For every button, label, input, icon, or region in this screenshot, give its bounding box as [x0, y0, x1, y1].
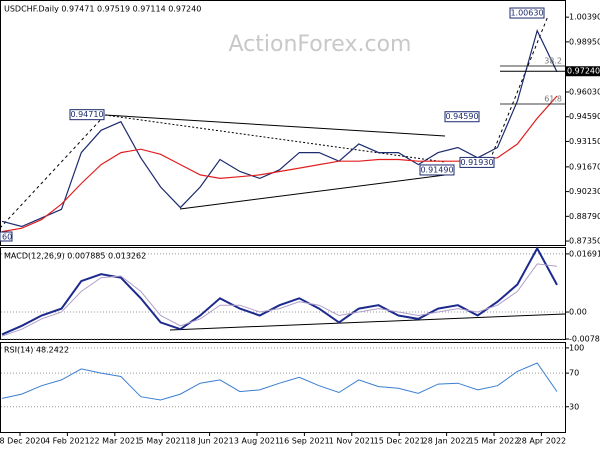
price-annotation-box [444, 111, 480, 123]
price-annotation: 0.94710 [70, 110, 103, 119]
series-line [1, 362, 558, 401]
price-annotation: 0.94590 [445, 112, 478, 121]
y-tick-label: 30 [569, 402, 579, 411]
y-tick-label: 0.94590 [569, 112, 600, 121]
x-tick-label: 18 Jun 2021 [186, 437, 234, 446]
y-tick-label: 0.96030 [569, 88, 600, 97]
trendline [104, 114, 446, 137]
y-tick-label: 0.016914 [569, 249, 600, 258]
x-tick-label: 15 Mar 2022 [469, 437, 520, 446]
series-line [1, 263, 558, 337]
x-tick-label: 15 Dec 2021 [374, 437, 425, 446]
price-annotation: 1.00630 [510, 9, 543, 18]
price-annotation-box [419, 164, 455, 176]
y-tick-label: 0.93150 [569, 137, 600, 146]
y-tick-label: 0.91670 [569, 162, 600, 171]
trendline [179, 174, 446, 210]
x-tick-label: 28 Apr 2022 [517, 437, 566, 446]
edge-box [0, 231, 13, 242]
macd-trendline [169, 313, 566, 331]
panel-title: MACD(12,26,9) 0.007885 0.013262 [4, 252, 146, 261]
x-tick-label: 28 Jan 2022 [423, 437, 471, 446]
x-tick-label: 5 May 2021 [139, 437, 186, 446]
macd-frame [0, 247, 566, 340]
x-tick-label: 18 Dec 2020 [0, 437, 46, 446]
rsi-frame [0, 342, 566, 433]
y-tick-label: 0.87350 [569, 237, 600, 246]
series-line [1, 246, 558, 336]
y-tick-label: 0.98950 [569, 37, 600, 46]
trendline [0, 114, 106, 229]
fib-label: 61.8 [544, 95, 562, 104]
last-price-label: 0.97240 [567, 67, 600, 76]
fib-label: 38.2 [544, 57, 562, 66]
y-tick-label: 70 [569, 369, 579, 378]
panel-frames [0, 0, 566, 433]
price-annotation-box [69, 109, 105, 121]
edge-label: 60 [2, 233, 12, 242]
panel-title: USDCHF.Daily 0.97471 0.97519 0.97114 0.9… [4, 5, 201, 14]
trendlines [0, 15, 566, 331]
y-tick-label: 0.90230 [569, 187, 600, 196]
x-tick-label: 3 Aug 2021 [234, 437, 280, 446]
y-tick-label: -0.007839 [569, 334, 600, 343]
trendline [104, 114, 446, 163]
x-tick-label: 4 Feb 2021 [45, 437, 90, 446]
price-annotation-box [459, 156, 495, 168]
y-tick-label: 0.00 [569, 308, 587, 317]
series-line [1, 29, 558, 228]
y-tick-label: 100 [569, 343, 584, 352]
price-frame [0, 0, 566, 246]
price-annotation-box [509, 7, 545, 19]
watermark: ActionForex.com [229, 32, 412, 57]
last-price-box [565, 66, 600, 77]
price-annotation: 0.91490 [420, 165, 453, 174]
trendline [489, 15, 549, 161]
price-annotation: 0.91930 [460, 158, 493, 167]
panel-title: RSI(14) 48.2422 [4, 346, 69, 355]
x-tick-label: 22 Mar 2021 [89, 437, 140, 446]
y-tick-label: 1.00390 [569, 13, 600, 22]
x-tick-label: 1 Nov 2021 [329, 437, 375, 446]
y-tick-label: 0.88790 [569, 212, 600, 221]
x-tick-label: 16 Sep 2021 [279, 437, 330, 446]
